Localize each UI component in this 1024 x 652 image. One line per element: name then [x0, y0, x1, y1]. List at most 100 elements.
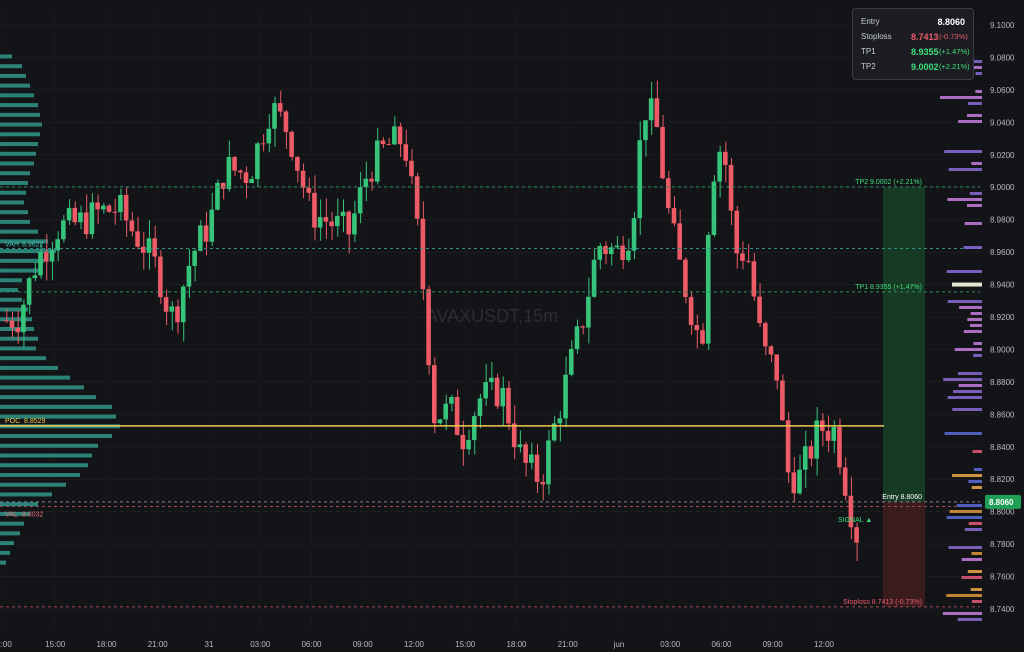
volume-profile-bar — [0, 200, 24, 205]
x-tick-label: 31 — [205, 640, 214, 649]
tp2-value: 9.0002 — [911, 62, 939, 72]
candle-body — [414, 176, 420, 219]
signal-label: SIGNAL ▲ — [838, 517, 872, 524]
candle-body — [426, 289, 431, 366]
candle-body — [848, 495, 854, 528]
candle-body — [135, 231, 140, 247]
candle-body — [112, 211, 118, 213]
y-tick-label: 8.9800 — [990, 216, 1015, 225]
volume-profile-bar — [0, 190, 26, 195]
candle-body — [140, 246, 146, 253]
panel-row-stoploss: Stoploss 8.7413 (-0.73%) — [861, 30, 968, 44]
candle-body — [272, 103, 277, 129]
candle-body — [471, 416, 477, 441]
candle-body — [420, 218, 426, 290]
candle-body — [694, 325, 700, 331]
candle-body — [363, 178, 369, 188]
time-axis[interactable]: 2:00 15:00 18:00 21:00 31 03:00 06:00 09:00 12:0… — [0, 640, 835, 649]
orderbook-bar — [967, 318, 982, 321]
candle-body — [477, 398, 483, 417]
candle-body — [352, 213, 357, 235]
tp1-pct: (+1.47%) — [939, 47, 970, 56]
volume-profile-bar — [0, 64, 22, 69]
candle-body — [95, 202, 100, 210]
x-tick-label: 03:00 — [250, 640, 271, 649]
candle-body — [842, 467, 848, 496]
candle-body — [180, 286, 186, 323]
volume-profile-bar — [0, 395, 96, 400]
candle-body — [557, 418, 563, 424]
poc-value: 8.8529 — [24, 418, 46, 425]
stoploss-zone — [883, 501, 925, 607]
candle-body — [340, 211, 346, 216]
candle-body — [757, 296, 762, 324]
x-tick-label: 18:00 — [96, 640, 117, 649]
volume-profile-bar — [0, 434, 112, 439]
volume-profile-bar — [0, 404, 112, 409]
x-tick-label: 06:00 — [711, 640, 732, 649]
orderbook-bar — [975, 72, 982, 75]
volume-profile-bar — [0, 83, 30, 88]
volume-profile-bar — [0, 307, 28, 312]
orderbook-bar — [971, 486, 982, 489]
x-tick-label: 12:00 — [404, 640, 425, 649]
candle-body — [745, 260, 751, 262]
candle-body — [123, 194, 129, 221]
volume-profile-bar — [0, 365, 58, 370]
y-tick-label: 9.0600 — [990, 86, 1015, 95]
y-tick-label: 8.9000 — [990, 345, 1015, 354]
orderbook-bar — [947, 198, 982, 201]
candle-body — [357, 187, 363, 214]
candle-body — [780, 380, 785, 421]
candle-body — [631, 218, 637, 251]
volume-profile-bar — [0, 560, 6, 565]
price-axis[interactable]: 9.1000 9.0800 9.0600 9.0400 9.0200 9.0000 8.98… — [985, 21, 1021, 614]
orderbook-bar — [953, 390, 982, 393]
candle-body — [700, 330, 705, 344]
candle-body — [734, 210, 740, 254]
candle-body — [551, 423, 557, 441]
orderbook-bar — [958, 384, 982, 387]
candle-body — [403, 144, 409, 161]
y-tick-label: 8.8400 — [990, 443, 1015, 452]
val-label: VAL — [5, 511, 18, 518]
orderbook-bar — [970, 312, 982, 315]
candle-body — [306, 187, 312, 193]
volume-profile-bar — [0, 463, 88, 468]
panel-row-entry: Entry 8.8060 — [861, 15, 965, 29]
candle-body — [397, 126, 403, 145]
orderbook-bar — [970, 588, 982, 591]
x-tick-label: 12:00 — [814, 640, 835, 649]
candle-body — [61, 220, 66, 240]
candle-body — [72, 207, 78, 223]
x-tick-label: 21:00 — [558, 640, 579, 649]
candle-body — [32, 275, 38, 279]
candle-body — [717, 151, 722, 182]
orderbook-bar — [957, 372, 982, 375]
candle-body — [386, 144, 391, 146]
orderbook-bar — [959, 306, 982, 309]
volume-profile-bar — [0, 180, 28, 185]
current-price-badge — [985, 494, 1021, 509]
candle-body — [329, 221, 334, 227]
orderbook-bar — [963, 246, 982, 249]
volume-profile-bar — [0, 356, 46, 361]
candle-body — [751, 261, 757, 297]
candle-body — [118, 194, 123, 213]
candle-body — [101, 205, 106, 210]
orderbook-bar — [964, 528, 982, 531]
y-tick-label: 9.0000 — [990, 183, 1015, 192]
candle-body — [814, 420, 819, 459]
orderbook-bar — [968, 480, 982, 483]
candle-body — [460, 434, 466, 450]
entry-label: Entry — [861, 17, 880, 26]
candle-body — [237, 170, 243, 173]
candle-body — [705, 234, 711, 344]
candle-body — [392, 126, 397, 145]
stoploss-pct: (-0.73%) — [939, 32, 968, 41]
volume-profile-bar — [0, 453, 92, 458]
candle-body — [89, 202, 95, 235]
orderbook-bar — [961, 576, 982, 579]
